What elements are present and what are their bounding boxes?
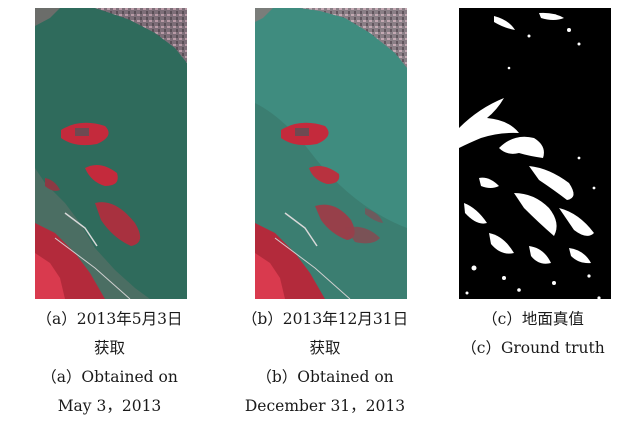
caption-b-cn-line2: 获取	[309, 339, 341, 357]
caption-a-cn-line1: （a）2013年5月3日	[36, 310, 183, 328]
satellite-image-a	[35, 8, 187, 299]
caption-b-cn-line1: （b）2013年12月31日	[241, 310, 409, 328]
caption-b: （b）2013年12月31日 获取 （b）Obtained on Decembe…	[212, 305, 438, 421]
image-may-2013	[35, 8, 187, 299]
caption-c-en-line1: （c）Ground truth	[461, 339, 605, 357]
ground-truth-map	[459, 8, 611, 299]
caption-c-cn-line1: （c）地面真值	[482, 310, 584, 328]
caption-a-en-line1: （a）Obtained on	[41, 368, 178, 386]
image-dec-2013	[255, 8, 407, 299]
caption-b-en-line2: December 31，2013	[244, 397, 406, 415]
ground-truth-image	[459, 8, 611, 299]
satellite-image-b	[255, 8, 407, 299]
caption-c: （c）地面真值 （c）Ground truth	[447, 305, 619, 363]
caption-b-en-line1: （b）Obtained on	[256, 368, 394, 386]
caption-a: （a）2013年5月3日 获取 （a）Obtained on May 3，201…	[0, 305, 219, 421]
caption-a-cn-line2: 获取	[93, 339, 125, 357]
caption-a-en-line2: May 3，2013	[57, 397, 162, 415]
